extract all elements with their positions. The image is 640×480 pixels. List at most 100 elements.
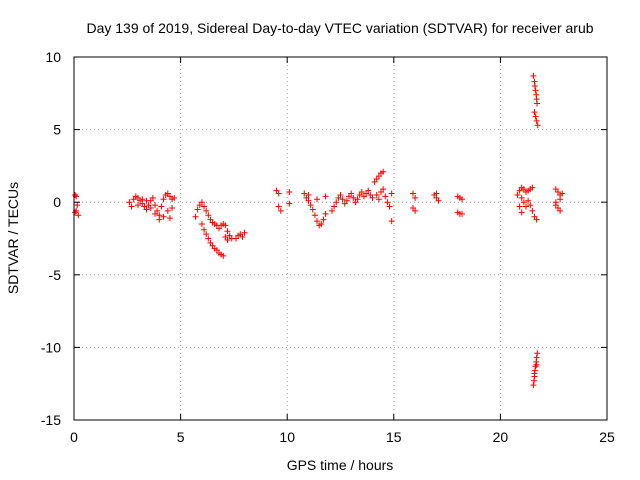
data-point [388,218,395,225]
y-tick-label: -5 [49,267,62,283]
x-tick-label: 0 [70,429,78,445]
grid-lines [74,57,607,420]
data-point [286,189,293,196]
data-point [552,202,559,209]
data-point [309,206,316,213]
data-point [533,117,540,124]
data-point [520,199,527,206]
data-point [380,168,387,175]
data-point [433,190,440,197]
data-point [382,193,389,200]
data-point [277,207,284,214]
data-point [224,228,231,235]
data-point [531,370,538,377]
data-point [305,191,312,198]
data-point [169,205,176,212]
data-point [198,220,205,227]
chart-title: Day 139 of 2019, Sidereal Day-to-day VTE… [86,20,593,36]
data-point [529,184,536,191]
data-point [152,202,159,209]
data-point [557,207,564,214]
data-point [160,213,167,220]
data-point [529,207,536,214]
data-point [203,231,210,238]
data-point [559,190,566,197]
data-point [331,203,338,210]
data-point [301,190,308,197]
data-point [522,203,529,210]
data-point [147,205,154,212]
data-point [75,212,82,219]
data-point [305,197,312,204]
data-point [156,216,163,223]
data-point [152,210,159,217]
data-point [164,207,171,214]
y-tick-label: 5 [53,122,61,138]
y-tick-label: 0 [53,194,61,210]
data-point [532,363,539,370]
data-point [534,100,541,107]
data-point [339,196,346,203]
data-point [307,202,314,209]
data-point [166,215,173,222]
data-point [205,235,212,242]
data-point [350,194,357,201]
data-point [203,207,210,214]
y-tick-label: -10 [41,339,61,355]
data-point [527,202,534,209]
data-point [534,122,541,129]
data-point [533,216,540,223]
data-point [239,234,246,241]
data-point [322,210,329,217]
data-point [354,196,361,203]
data-point [322,193,329,200]
data-point [126,199,133,206]
data-point [459,196,466,203]
x-tick-label: 20 [493,429,509,445]
data-point [530,72,537,79]
data-point [375,196,382,203]
data-points [72,72,566,389]
y-tick-labels: -15 -10 -5 0 5 10 [41,49,61,428]
data-point [311,212,318,219]
data-point [459,210,466,217]
data-point [201,226,208,233]
data-point [72,191,79,198]
data-point [314,196,321,203]
data-point [143,206,150,213]
data-point [318,220,325,227]
data-point [518,194,525,201]
data-point [224,236,231,243]
data-point [201,203,208,210]
data-point [241,229,248,236]
x-tick-label: 25 [599,429,615,445]
data-point [275,203,282,210]
x-tick-label: 10 [279,429,295,445]
x-tick-label: 15 [386,429,402,445]
data-point [409,190,416,197]
data-point [343,197,350,204]
data-point [435,197,442,204]
data-point [286,200,293,207]
data-point [380,186,387,193]
data-point [384,199,391,206]
data-point [518,209,525,216]
data-point [358,189,365,196]
data-point [533,361,540,368]
data-point [531,83,538,90]
data-point [314,218,321,225]
data-point [532,87,539,94]
data-point [139,196,146,203]
data-point [333,199,340,206]
data-point [533,354,540,361]
x-tick-labels: 0 5 10 15 20 25 [70,429,615,445]
data-point [525,197,532,204]
data-point [192,213,199,220]
data-point [320,216,327,223]
data-point [74,202,81,209]
data-point [128,203,135,210]
data-point [143,197,150,204]
data-point [149,194,156,201]
data-point [194,206,201,213]
